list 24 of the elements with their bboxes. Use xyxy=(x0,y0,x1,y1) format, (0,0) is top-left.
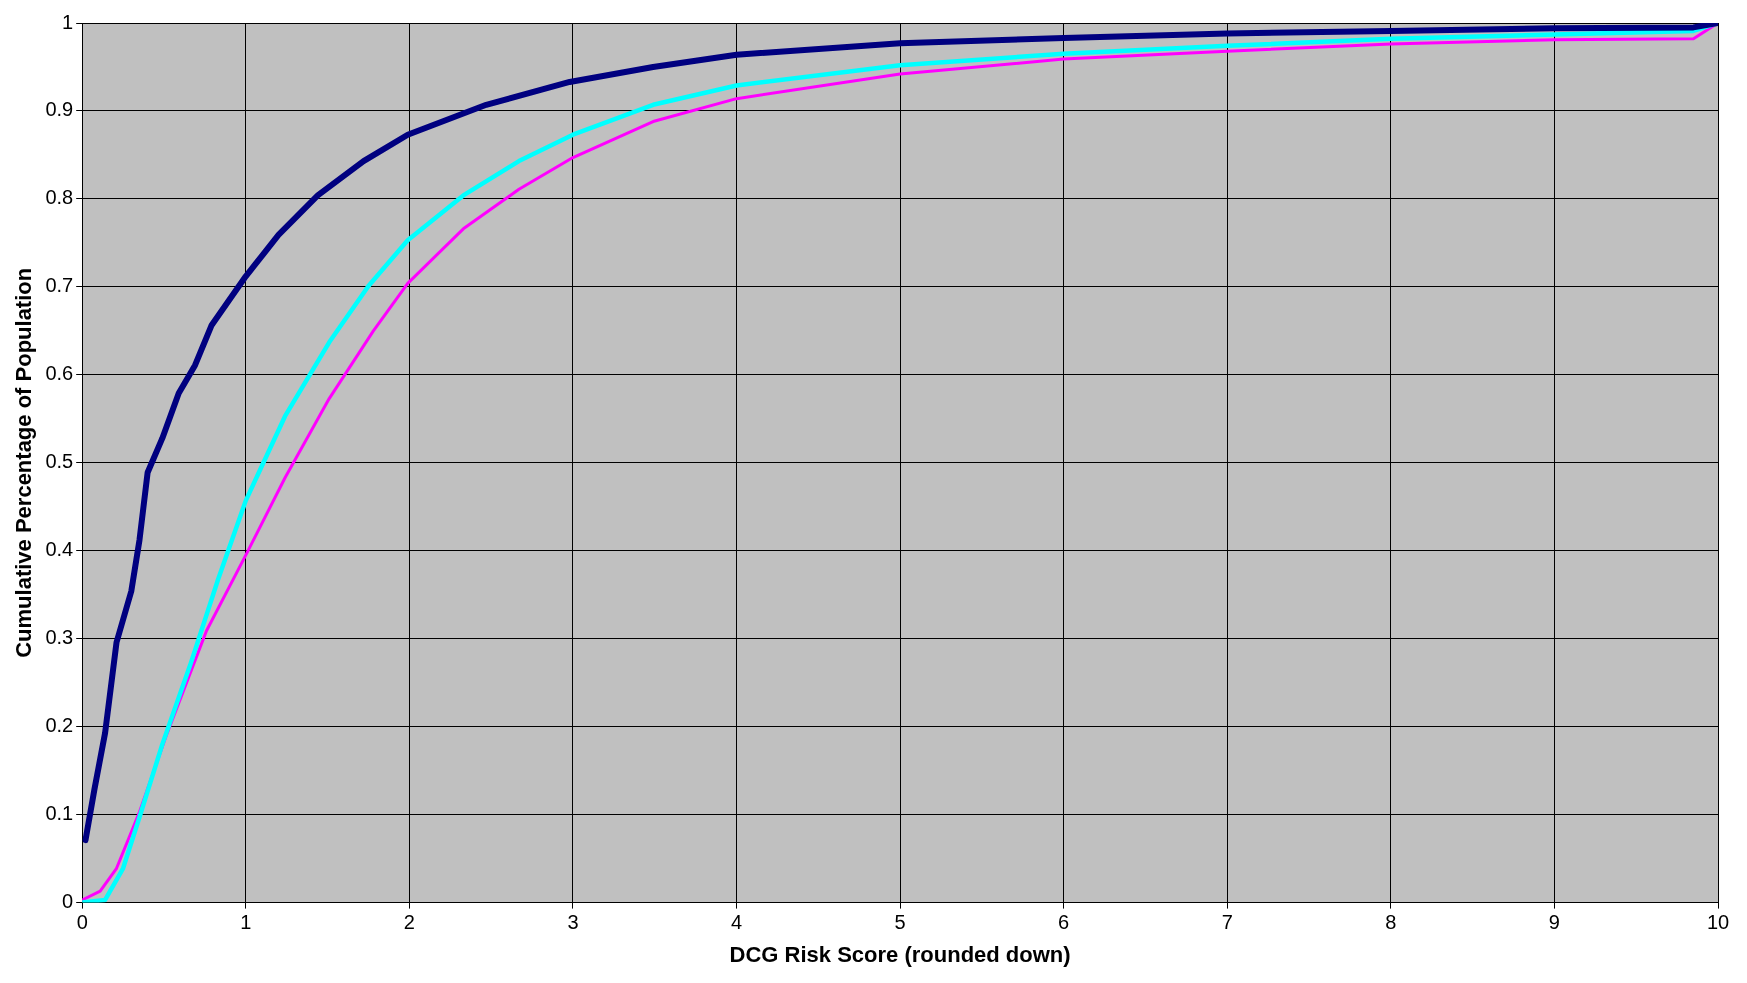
y-tick-label: 0.3 xyxy=(45,626,74,649)
y-tick-label: 0.6 xyxy=(45,362,74,385)
x-tick-label: 2 xyxy=(403,911,415,934)
y-tick-label: 0.8 xyxy=(45,186,74,209)
y-tick-label: 0.9 xyxy=(45,98,74,121)
y-tick-label: 0 xyxy=(62,890,74,913)
x-tick-label: 10 xyxy=(1706,911,1730,934)
x-tick-label: 3 xyxy=(567,911,579,934)
x-tick-label: 8 xyxy=(1385,911,1397,934)
x-tick-label: 7 xyxy=(1221,911,1233,934)
x-tick-label: 0 xyxy=(76,911,88,934)
x-tick-label: 9 xyxy=(1548,911,1560,934)
x-tick-label: 6 xyxy=(1058,911,1070,934)
x-tick-label: 4 xyxy=(730,911,743,934)
y-tick-label: 0.1 xyxy=(45,802,74,825)
y-tick-label: 1 xyxy=(62,10,74,33)
x-tick-label: 5 xyxy=(894,911,906,934)
y-tick-label: 0.4 xyxy=(45,538,74,561)
y-tick-label: 0.5 xyxy=(45,450,74,473)
y-tick-label: 0.7 xyxy=(45,274,74,297)
y-axis-title: Cumulative Percentage of Population xyxy=(11,267,37,658)
x-axis-title: DCG Risk Score (rounded down) xyxy=(729,941,1071,967)
x-tick-label: 1 xyxy=(240,911,252,934)
y-tick-label: 0.2 xyxy=(45,714,74,737)
